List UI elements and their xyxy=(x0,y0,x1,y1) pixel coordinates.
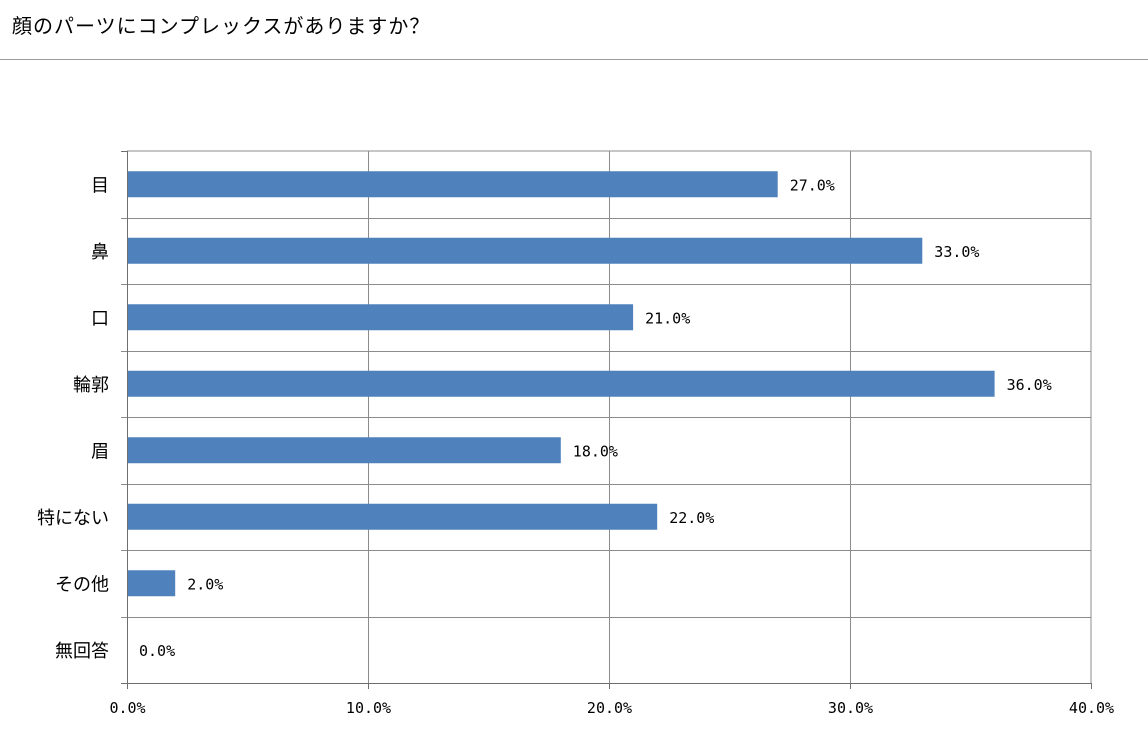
x-tick-label: 30.0% xyxy=(828,699,873,717)
x-tick-label: 10.0% xyxy=(346,699,391,717)
bar xyxy=(128,304,634,331)
x-tick-label: 20.0% xyxy=(587,699,632,717)
data-label: 0.0% xyxy=(139,642,175,660)
category-label: 無回答 xyxy=(55,641,109,662)
bar xyxy=(128,370,995,397)
x-tick-label: 40.0% xyxy=(1069,699,1114,717)
bars xyxy=(128,171,995,597)
category-label: 鼻 xyxy=(91,242,109,263)
data-label: 36.0% xyxy=(1007,376,1052,394)
category-label: 特にない xyxy=(37,508,109,529)
labels: 0.0% 10.0% 20.0% 30.0% 40.0% 27.0% 目 33.0% 鼻 21.0… xyxy=(37,175,1114,717)
data-label: 27.0% xyxy=(790,176,835,194)
bar xyxy=(128,237,923,264)
category-label: 目 xyxy=(91,175,109,196)
data-label: 33.0% xyxy=(934,243,979,261)
grid-lines xyxy=(121,150,1092,689)
bar xyxy=(128,570,176,597)
data-label: 2.0% xyxy=(187,575,223,593)
question-title: 顔のパーツにコンプレックスがありますか？ xyxy=(12,14,431,38)
category-label: その他 xyxy=(55,574,109,595)
data-label: 18.0% xyxy=(573,442,618,460)
category-label: 輪郭 xyxy=(73,375,109,396)
data-label: 22.0% xyxy=(669,509,714,527)
category-label: 眉 xyxy=(91,441,109,462)
header-divider xyxy=(0,59,1148,60)
bar xyxy=(128,437,561,464)
bar xyxy=(128,171,778,198)
bar xyxy=(128,503,658,530)
category-label: 口 xyxy=(91,308,109,329)
x-tick-label: 0.0% xyxy=(109,699,145,717)
data-label: 21.0% xyxy=(645,309,690,327)
